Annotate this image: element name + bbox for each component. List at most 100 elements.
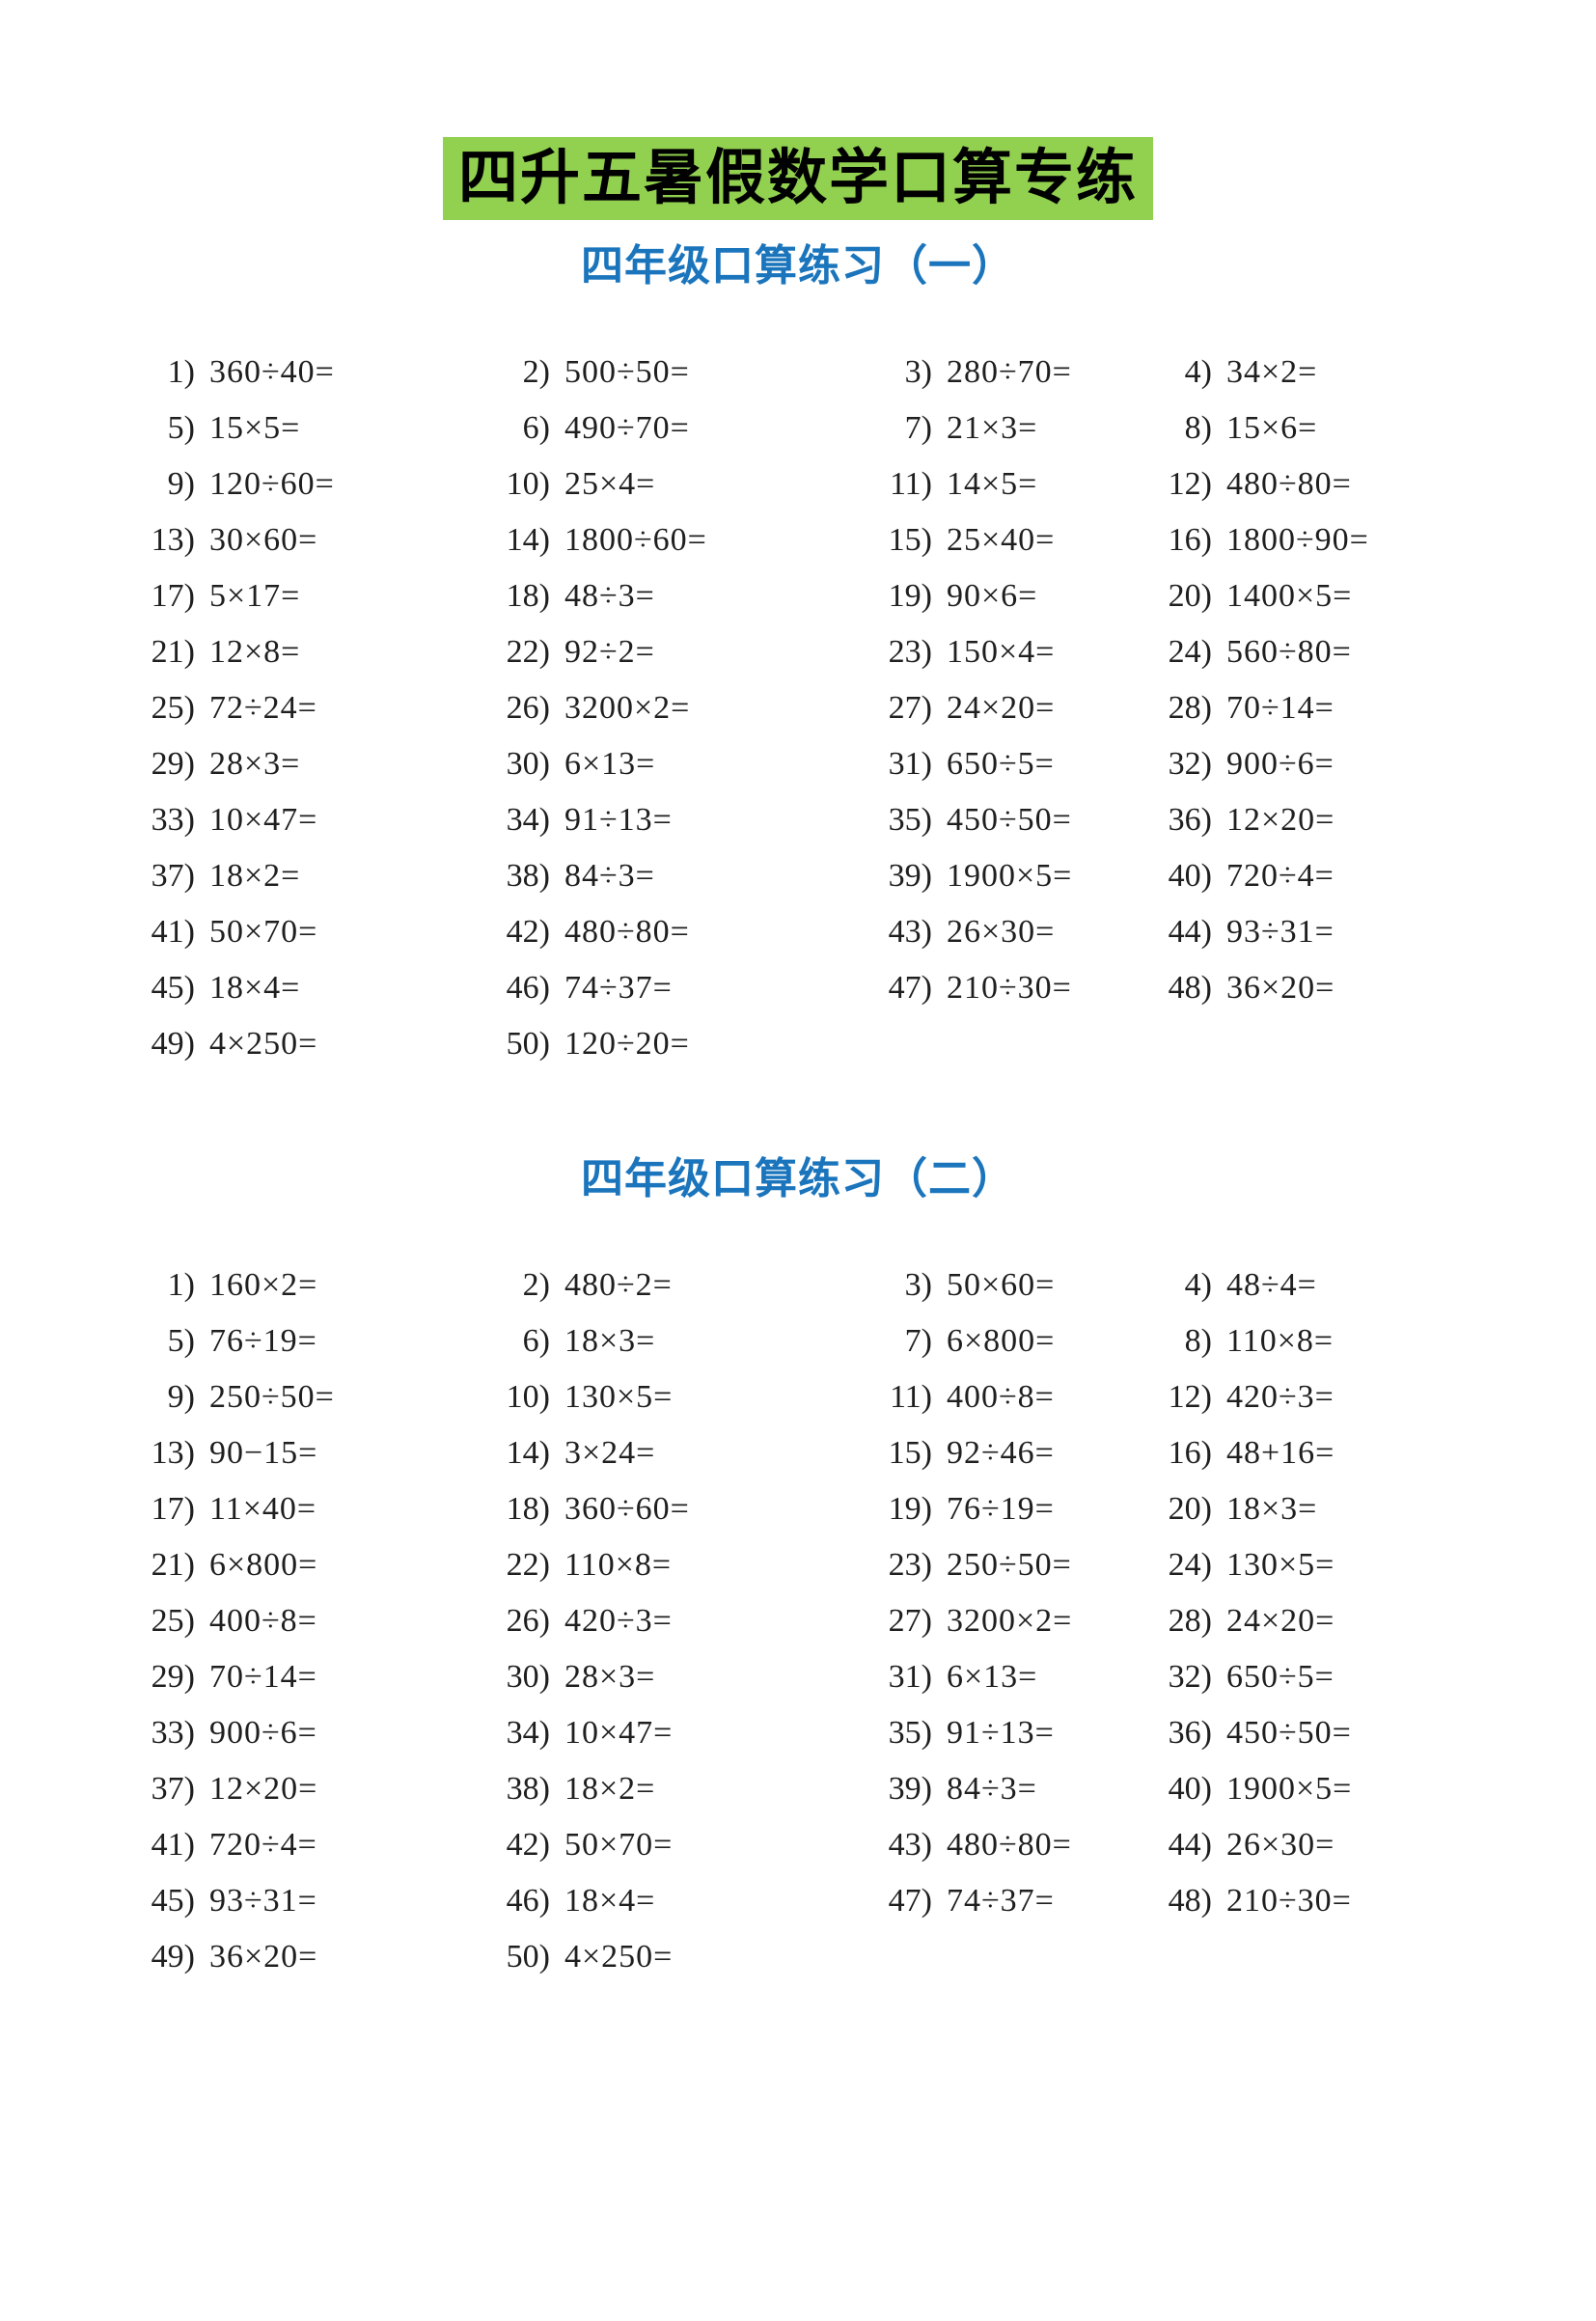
problem-item: 48) 36×20= [1142, 969, 1596, 1008]
problem-number: 35) [888, 1715, 932, 1751]
problem-number: 28) [1168, 1603, 1212, 1639]
problem-item: 49) 4×250= [125, 1025, 481, 1064]
problem-item: 21) 12×8= [125, 633, 481, 672]
problem-number: 15) [888, 1435, 932, 1471]
problem-number: 49) [151, 1939, 195, 1975]
problem-number: 23) [888, 1547, 932, 1583]
problem-item: 28) 24×20= [1142, 1602, 1596, 1641]
problem-item: 26) 3200×2= [481, 689, 863, 728]
title-row: 四升五暑假数学口算专练 [0, 137, 1596, 220]
problem-expression: 48÷4= [1226, 1267, 1317, 1303]
problem-expression: 92÷2= [564, 634, 655, 670]
problem-expression: 720÷4= [1226, 858, 1335, 894]
problem-expression: 160×2= [209, 1267, 318, 1303]
problem-item: 50) 4×250= [481, 1938, 863, 1976]
problem-item: 27) 24×20= [863, 689, 1142, 728]
problem-item: 7) 21×3= [863, 409, 1142, 448]
problem-number: 25) [151, 690, 195, 726]
problem-item: 38) 18×2= [481, 1770, 863, 1809]
problem-expression: 76÷19= [947, 1491, 1055, 1527]
problem-expression: 50×70= [209, 914, 318, 950]
problem-expression: 18×3= [564, 1323, 656, 1359]
problem-item: 27) 3200×2= [863, 1602, 1142, 1641]
problem-number: 8) [1184, 1323, 1212, 1359]
problem-number: 16) [1168, 1435, 1212, 1471]
problem-expression: 560÷80= [1226, 634, 1352, 670]
problem-number: 5) [167, 1323, 195, 1359]
problem-expression: 3200×2= [947, 1603, 1073, 1639]
problem-item: 26) 420÷3= [481, 1602, 863, 1641]
problem-expression: 6×800= [209, 1547, 318, 1583]
problem-number: 13) [151, 1435, 195, 1471]
problem-expression: 500÷50= [564, 354, 690, 390]
problem-item: 15) 92÷46= [863, 1434, 1142, 1473]
problem-item: 17) 11×40= [125, 1490, 481, 1529]
problem-expression: 5×17= [209, 578, 301, 614]
problem-number: 21) [151, 1547, 195, 1583]
problem-number: 48) [1168, 970, 1212, 1006]
problem-expression: 6×13= [947, 1659, 1038, 1695]
problem-expression: 93÷31= [209, 1883, 317, 1919]
problem-expression: 650÷5= [947, 746, 1055, 782]
problem-expression: 1900×5= [1226, 1771, 1353, 1807]
problem-item: 8) 15×6= [1142, 409, 1596, 448]
problem-expression: 12×20= [1226, 802, 1335, 838]
problem-item: 43) 480÷80= [863, 1826, 1142, 1865]
problem-number: 24) [1168, 1547, 1212, 1583]
problem-number: 45) [151, 1883, 195, 1919]
problem-number: 11) [889, 466, 932, 502]
problem-item: 19) 90×6= [863, 577, 1142, 616]
problem-number: 49) [151, 1026, 195, 1062]
problem-number: 42) [506, 914, 550, 950]
problem-number: 9) [167, 1379, 195, 1415]
problem-number: 3) [904, 1267, 932, 1303]
problem-item: 49) 36×20= [125, 1938, 481, 1976]
problem-item: 34) 10×47= [481, 1714, 863, 1753]
problem-item: 24) 130×5= [1142, 1546, 1596, 1585]
problem-item: 16) 1800÷90= [1142, 521, 1596, 560]
problem-item: 42) 50×70= [481, 1826, 863, 1865]
problem-item: 31) 650÷5= [863, 745, 1142, 784]
problem-expression: 24×20= [947, 690, 1056, 726]
problem-number: 16) [1168, 522, 1212, 558]
problem-expression: 92÷46= [947, 1435, 1055, 1471]
problem-expression: 24×20= [1226, 1603, 1335, 1639]
problem-number: 21) [151, 634, 195, 670]
problem-item: 45) 18×4= [125, 969, 481, 1008]
problem-item: 20) 18×3= [1142, 1490, 1596, 1529]
problem-item: 40) 720÷4= [1142, 857, 1596, 896]
problem-expression: 15×5= [209, 410, 301, 446]
problem-item: 29) 28×3= [125, 745, 481, 784]
problem-expression: 72÷24= [209, 690, 317, 726]
problem-number: 4) [1184, 354, 1212, 390]
problem-item: 2) 480÷2= [481, 1266, 863, 1305]
problem-number: 39) [888, 1771, 932, 1807]
problem-item: 3) 50×60= [863, 1266, 1142, 1305]
problem-expression: 400÷8= [209, 1603, 317, 1639]
problem-expression: 210÷30= [947, 970, 1072, 1006]
problem-number: 3) [904, 354, 932, 390]
problem-number: 42) [506, 1827, 550, 1863]
problem-item: 44) 26×30= [1142, 1826, 1596, 1865]
problem-item: 46) 18×4= [481, 1882, 863, 1920]
problem-number: 4) [1184, 1267, 1212, 1303]
problem-number: 37) [151, 1771, 195, 1807]
problem-expression: 400÷8= [947, 1379, 1055, 1415]
problem-item: 46) 74÷37= [481, 969, 863, 1008]
problem-expression: 36×20= [1226, 970, 1335, 1006]
problem-item: 11) 14×5= [863, 465, 1142, 504]
problem-item: 10) 25×4= [481, 465, 863, 504]
problem-expression: 74÷37= [947, 1883, 1055, 1919]
problem-expression: 10×47= [209, 802, 318, 838]
problem-item: 11) 400÷8= [863, 1378, 1142, 1417]
problem-number: 27) [888, 1603, 932, 1639]
problem-expression: 14×5= [947, 466, 1038, 502]
problem-expression: 36×20= [209, 1939, 318, 1975]
problem-number: 29) [151, 1659, 195, 1695]
problem-expression: 280÷70= [947, 354, 1072, 390]
problem-expression: 70÷14= [1226, 690, 1335, 726]
problem-item: 41) 50×70= [125, 913, 481, 952]
problem-number: 37) [151, 858, 195, 894]
problem-item: 17) 5×17= [125, 577, 481, 616]
problems-grid: 1) 360÷40= 2) 500÷50= 3) 280÷70= 4) 34×2= 5) 15×5… [0, 345, 1596, 1072]
